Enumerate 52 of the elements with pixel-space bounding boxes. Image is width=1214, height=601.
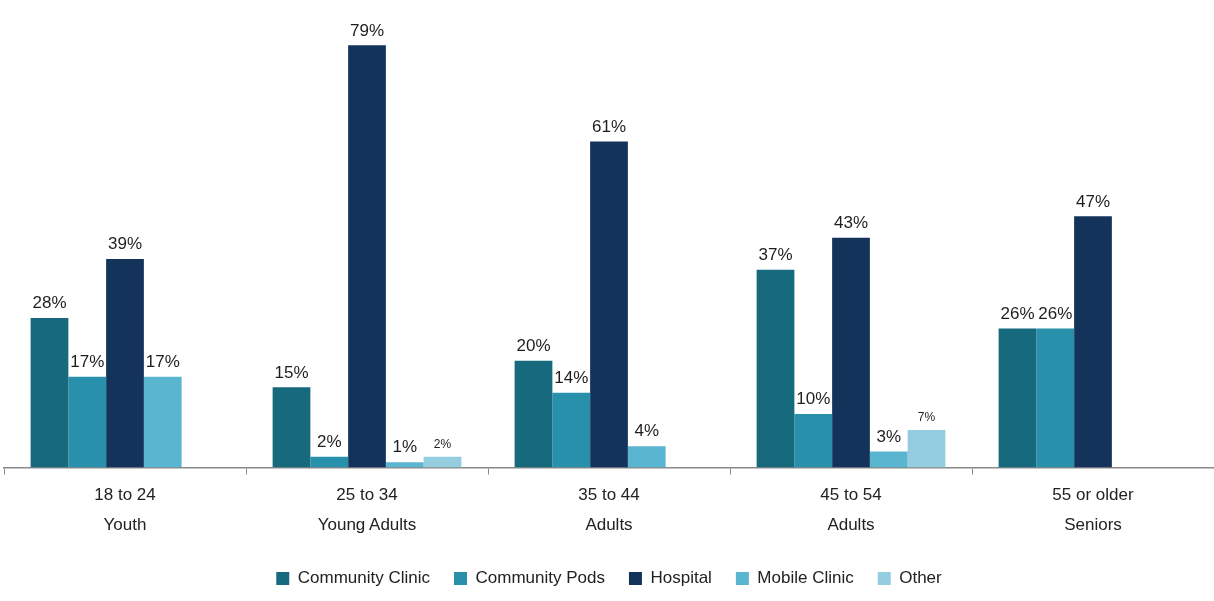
data-label: 28% bbox=[32, 293, 67, 313]
bar bbox=[756, 269, 795, 468]
x-tick-label: 25 to 34 Young Adults bbox=[317, 485, 417, 534]
bar bbox=[869, 451, 908, 468]
bar bbox=[1074, 216, 1112, 468]
data-label: 79% bbox=[349, 20, 385, 40]
data-label: 17% bbox=[70, 351, 105, 371]
bar bbox=[30, 317, 69, 468]
bar bbox=[310, 456, 349, 468]
data-label: 14% bbox=[554, 367, 589, 387]
bar bbox=[907, 430, 946, 468]
data-label: 39% bbox=[107, 234, 143, 254]
legend-label: Community Pods bbox=[475, 568, 605, 588]
data-label: 47% bbox=[1075, 191, 1111, 211]
x-tick-label: 35 to 44 Adults bbox=[578, 485, 640, 534]
bar bbox=[423, 456, 462, 468]
x-tick-label: 18 to 24 Youth bbox=[94, 485, 156, 534]
bar bbox=[106, 259, 144, 468]
data-label: 10% bbox=[796, 389, 831, 409]
data-label: 2% bbox=[433, 437, 452, 452]
bar bbox=[627, 446, 666, 468]
bar bbox=[552, 392, 591, 468]
bar bbox=[272, 387, 311, 468]
data-label: 1% bbox=[392, 437, 418, 457]
data-label: 26% bbox=[1000, 303, 1035, 323]
data-label: 4% bbox=[634, 421, 660, 441]
bar bbox=[832, 237, 870, 468]
data-label: 43% bbox=[833, 212, 869, 232]
data-label: 26% bbox=[1038, 303, 1073, 323]
legend-label: Hospital bbox=[650, 568, 712, 588]
bar bbox=[998, 328, 1037, 468]
data-label: 15% bbox=[274, 362, 309, 382]
data-label: 7% bbox=[917, 410, 936, 425]
x-tick-label: 55 or older Seniors bbox=[1052, 485, 1134, 534]
bar bbox=[794, 414, 833, 468]
data-label: 3% bbox=[876, 426, 902, 446]
legend-label: Mobile Clinic bbox=[757, 568, 855, 588]
bar bbox=[143, 376, 182, 468]
legend-label: Other bbox=[899, 568, 943, 588]
data-label: 37% bbox=[758, 244, 793, 264]
bar bbox=[348, 45, 386, 468]
bar bbox=[1036, 328, 1075, 468]
bar bbox=[385, 462, 424, 468]
data-label: 20% bbox=[516, 335, 551, 355]
bar bbox=[68, 376, 107, 468]
legend-label: Community Clinic bbox=[297, 568, 431, 588]
data-label: 17% bbox=[145, 351, 180, 371]
bar bbox=[514, 360, 553, 468]
bar bbox=[590, 141, 628, 468]
x-tick-label: 45 to 54 Adults bbox=[820, 485, 882, 534]
data-label: 2% bbox=[316, 432, 342, 451]
data-label: 61% bbox=[591, 116, 627, 136]
